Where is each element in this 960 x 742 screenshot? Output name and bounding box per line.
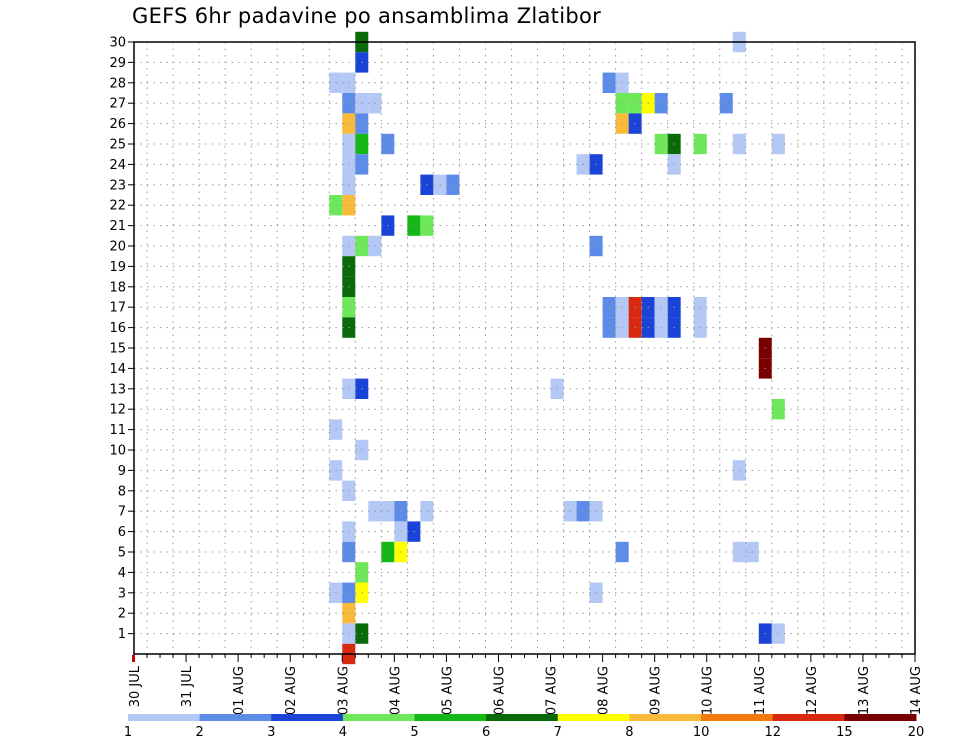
y-tick-label: 22 [109, 199, 126, 214]
y-tick-label: 8 [118, 484, 126, 499]
colorbar-label: 7 [554, 725, 562, 740]
y-tick-label: 19 [109, 260, 126, 275]
y-tick-label: 3 [118, 586, 126, 601]
y-tick-label: 14 [109, 362, 126, 377]
colorbar-label: 4 [339, 725, 347, 740]
colorbar-segment [486, 714, 559, 721]
x-tick-label: 02 AUG [284, 666, 299, 715]
x-tick-label: 01 AUG [232, 666, 247, 715]
colorbar-segment [557, 714, 630, 721]
y-tick-label: 23 [109, 178, 126, 193]
colorbar-label: 6 [482, 725, 490, 740]
x-start-marker [132, 655, 135, 662]
x-tick-label: 03 AUG [336, 666, 351, 715]
colorbar: 1 2 3 4 5 6 7 8 10 12 15 20 [124, 714, 924, 740]
y-tick-label: 28 [109, 76, 126, 91]
colorbar-label: 10 [693, 725, 710, 740]
y-axis: 1234567891011121314151617181920212223242… [109, 36, 134, 642]
x-tick-label: 06 AUG [492, 666, 507, 715]
y-tick-label: 16 [109, 321, 126, 336]
colorbar-segment [629, 714, 702, 721]
y-tick-label: 26 [109, 117, 126, 132]
y-tick-label: 6 [118, 525, 126, 540]
colorbar-segment [844, 714, 917, 721]
y-tick-label: 12 [109, 403, 126, 418]
x-tick-label: 04 AUG [388, 666, 403, 715]
colorbar-segment [342, 714, 416, 721]
x-tick-label: 11 AUG [753, 666, 768, 715]
y-tick-label: 11 [109, 423, 126, 438]
y-tick-label: 4 [118, 566, 126, 581]
y-tick-label: 29 [109, 56, 126, 71]
colorbar-label: 12 [764, 725, 781, 740]
colorbar-segment [772, 714, 845, 721]
colorbar-label: 1 [124, 725, 132, 740]
y-tick-label: 25 [109, 138, 126, 153]
chart-title: GEFS 6hr padavine po ansamblima Zlatibor [132, 4, 602, 28]
x-tick-label: 07 AUG [545, 666, 560, 715]
colorbar-segment [414, 714, 487, 721]
colorbar-segment [128, 714, 201, 721]
y-tick-label: 5 [118, 546, 126, 561]
y-tick-label: 10 [109, 444, 126, 459]
x-tick-label: 10 AUG [701, 666, 716, 715]
y-tick-label: 17 [109, 301, 126, 316]
colorbar-segment [701, 714, 774, 721]
colorbar-label: 15 [836, 725, 853, 740]
colorbar-label: 20 [908, 725, 925, 740]
colorbar-label: 2 [195, 725, 203, 740]
y-tick-label: 15 [109, 342, 126, 357]
y-tick-label: 9 [118, 464, 126, 479]
y-tick-label: 18 [109, 280, 126, 295]
colorbar-label: 3 [267, 725, 275, 740]
x-tick-label: 31 JUL [180, 665, 195, 707]
y-tick-label: 1 [118, 627, 126, 642]
y-tick-label: 20 [109, 240, 126, 255]
colorbar-label: 8 [625, 725, 633, 740]
x-tick-label: 13 AUG [857, 666, 872, 715]
y-tick-label: 24 [109, 158, 126, 173]
x-tick-label: 14 AUG [909, 666, 924, 715]
colorbar-label: 5 [410, 725, 418, 740]
y-tick-label: 13 [109, 382, 126, 397]
grid-layer [134, 41, 915, 654]
x-tick-label: 05 AUG [440, 666, 455, 715]
y-tick-label: 30 [109, 36, 126, 51]
x-tick-label: 08 AUG [597, 666, 612, 715]
x-tick-label: 12 AUG [805, 666, 820, 715]
y-tick-label: 7 [118, 505, 126, 520]
y-tick-label: 27 [109, 97, 126, 112]
x-tick-label: 30 JUL [128, 665, 143, 707]
x-tick-label: 09 AUG [649, 666, 664, 715]
colorbar-segment [271, 714, 344, 721]
colorbar-segment [199, 714, 272, 721]
x-axis: 30 JUL 31 JUL 01 AUG 02 AUG 03 AUG 04 AUG 05 A… [128, 654, 924, 715]
y-tick-label: 2 [118, 607, 126, 622]
y-tick-label: 21 [109, 219, 126, 234]
